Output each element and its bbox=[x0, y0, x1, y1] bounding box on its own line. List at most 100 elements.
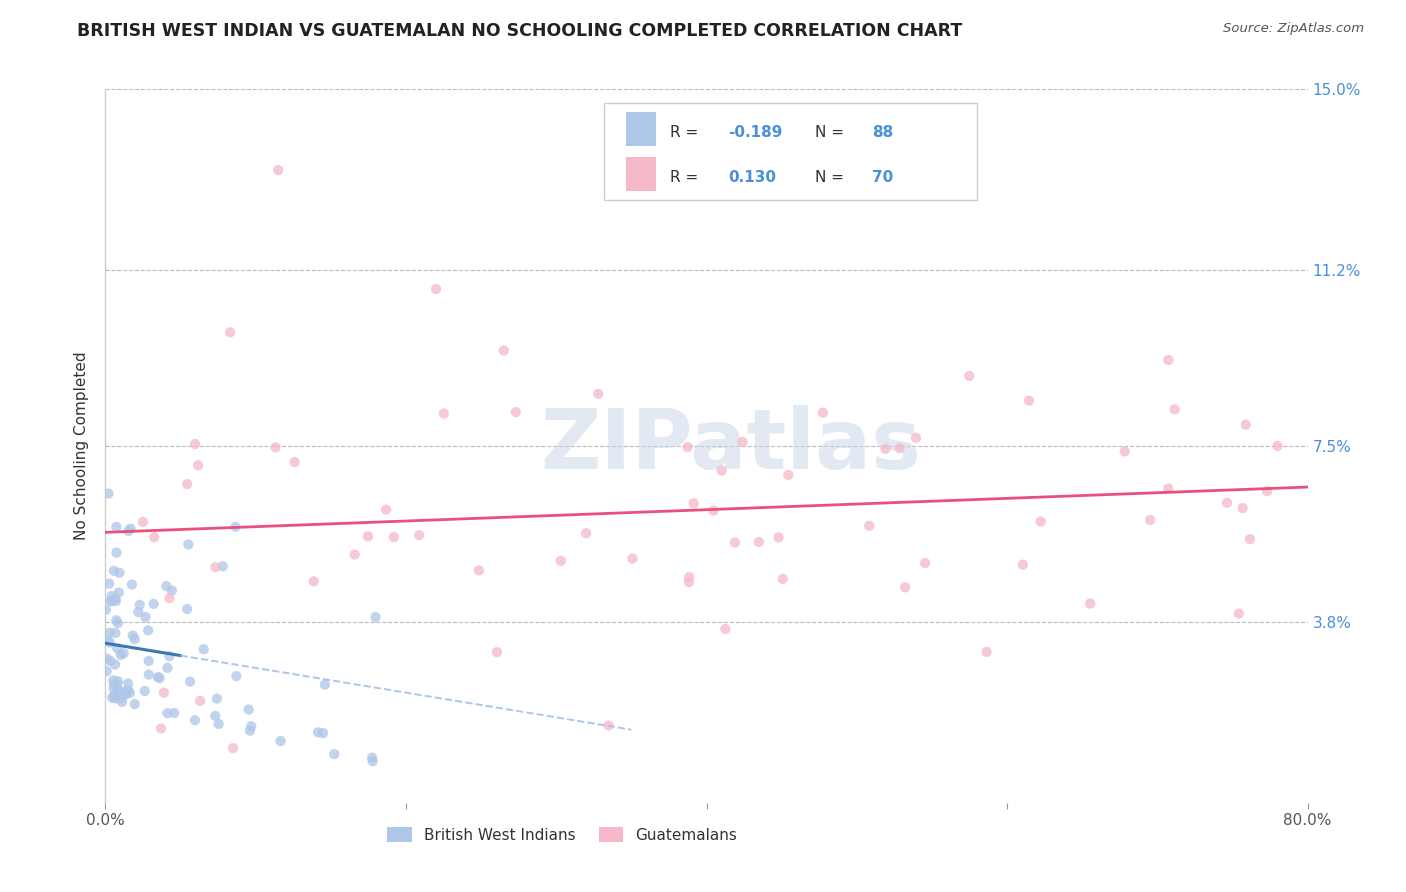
Point bbox=[914, 556, 936, 570]
Point bbox=[1163, 402, 1185, 417]
Point bbox=[343, 548, 366, 562]
Point bbox=[267, 163, 290, 178]
Point bbox=[314, 678, 336, 692]
Point bbox=[1011, 558, 1033, 572]
Point bbox=[177, 537, 200, 551]
Point bbox=[179, 674, 201, 689]
Point bbox=[156, 706, 179, 721]
Point bbox=[1216, 496, 1239, 510]
Point bbox=[811, 406, 834, 420]
Text: 88: 88 bbox=[872, 125, 894, 140]
Point bbox=[132, 515, 155, 529]
Point bbox=[710, 464, 733, 478]
Bar bbox=[626, 112, 657, 146]
Point bbox=[120, 522, 142, 536]
Point bbox=[104, 594, 127, 608]
Point bbox=[323, 747, 346, 761]
Point bbox=[155, 579, 177, 593]
Point bbox=[731, 435, 754, 450]
Point bbox=[425, 282, 447, 296]
Point bbox=[142, 597, 165, 611]
Point bbox=[117, 683, 139, 698]
Point bbox=[156, 661, 179, 675]
Text: BRITISH WEST INDIAN VS GUATEMALAN NO SCHOOLING COMPLETED CORRELATION CHART: BRITISH WEST INDIAN VS GUATEMALAN NO SCH… bbox=[77, 22, 963, 40]
Point bbox=[160, 583, 183, 598]
Point bbox=[205, 691, 228, 706]
Point bbox=[772, 572, 794, 586]
Point bbox=[768, 531, 790, 545]
Point bbox=[96, 664, 118, 678]
Point bbox=[104, 591, 127, 606]
Point bbox=[105, 678, 128, 692]
Point bbox=[149, 722, 172, 736]
Point bbox=[1256, 484, 1278, 499]
Point bbox=[124, 632, 146, 646]
Point bbox=[107, 674, 129, 689]
Point bbox=[159, 591, 181, 606]
Point bbox=[184, 714, 207, 728]
Point bbox=[114, 684, 136, 698]
Point bbox=[238, 702, 260, 716]
Point bbox=[159, 649, 181, 664]
Text: N =: N = bbox=[814, 170, 849, 185]
Point bbox=[115, 686, 138, 700]
Point bbox=[134, 684, 156, 698]
Point bbox=[1114, 444, 1136, 458]
Text: 0.130: 0.130 bbox=[728, 170, 776, 185]
Text: N =: N = bbox=[814, 125, 849, 140]
Point bbox=[108, 691, 131, 706]
Point bbox=[127, 605, 149, 619]
Point bbox=[724, 535, 747, 549]
Point bbox=[1078, 597, 1101, 611]
Point bbox=[117, 676, 139, 690]
Point bbox=[97, 634, 120, 648]
Y-axis label: No Schooling Completed: No Schooling Completed bbox=[75, 351, 90, 541]
Point bbox=[875, 442, 897, 456]
Point bbox=[153, 686, 176, 700]
Point bbox=[108, 566, 131, 580]
Point bbox=[112, 646, 135, 660]
Point bbox=[678, 570, 700, 584]
Point bbox=[98, 625, 121, 640]
Point bbox=[492, 343, 515, 358]
Point bbox=[211, 559, 233, 574]
Point bbox=[100, 589, 122, 603]
Point bbox=[264, 441, 287, 455]
Point bbox=[702, 503, 724, 517]
Point bbox=[110, 648, 132, 662]
Point bbox=[1018, 393, 1040, 408]
Text: R =: R = bbox=[671, 125, 703, 140]
Point bbox=[302, 574, 325, 589]
Point bbox=[1239, 532, 1261, 546]
Point bbox=[114, 688, 136, 702]
Point bbox=[957, 368, 980, 383]
Point bbox=[176, 602, 198, 616]
Bar bbox=[626, 157, 657, 191]
Point bbox=[134, 610, 156, 624]
Point bbox=[143, 530, 166, 544]
Point bbox=[550, 554, 572, 568]
Point bbox=[148, 671, 170, 685]
Point bbox=[103, 673, 125, 688]
Point bbox=[778, 468, 800, 483]
Point bbox=[146, 670, 169, 684]
Point bbox=[312, 726, 335, 740]
Point bbox=[103, 677, 125, 691]
Point bbox=[889, 441, 911, 455]
Point bbox=[111, 695, 134, 709]
Point bbox=[748, 535, 770, 549]
Point bbox=[96, 651, 118, 665]
Point bbox=[575, 526, 598, 541]
Point bbox=[193, 642, 215, 657]
Point bbox=[98, 576, 121, 591]
Point bbox=[97, 486, 120, 500]
Point bbox=[104, 657, 127, 672]
Point bbox=[103, 689, 125, 703]
Point bbox=[239, 723, 262, 738]
Point bbox=[485, 645, 508, 659]
Point bbox=[904, 431, 927, 445]
Point bbox=[118, 686, 141, 700]
Point bbox=[678, 575, 700, 590]
Point bbox=[1234, 417, 1257, 432]
Point bbox=[1267, 439, 1289, 453]
